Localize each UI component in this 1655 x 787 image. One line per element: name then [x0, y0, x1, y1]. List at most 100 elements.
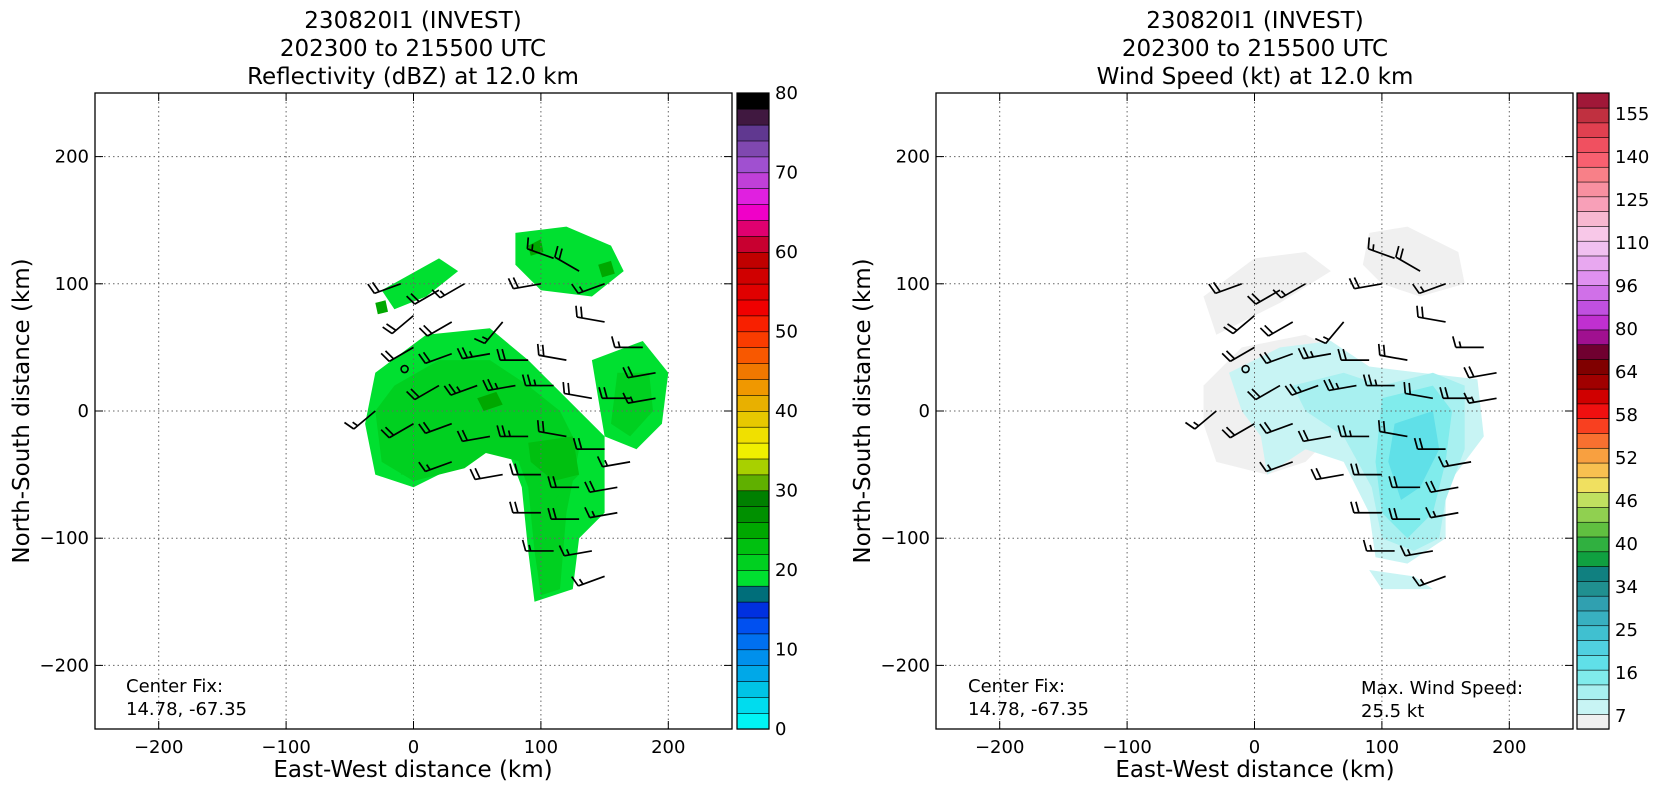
y-tick-label: 200	[55, 147, 89, 168]
data-area	[1388, 411, 1440, 500]
colorbar-tick-label: 60	[775, 242, 798, 263]
wind-barb-flag	[1259, 353, 1268, 364]
wind-barb-half-flag	[494, 382, 499, 390]
wind-barb-flag	[461, 429, 469, 441]
wind-barb-flag	[572, 437, 578, 450]
wind-barb-flag	[1403, 381, 1407, 394]
colorbar-tick-label: 46	[1615, 491, 1638, 512]
wind-barb-flag	[1413, 437, 1419, 450]
wind-barb-flag	[509, 463, 514, 475]
colorbar-segment	[736, 506, 770, 523]
wind-barb-half-flag	[481, 336, 489, 341]
wind-barb-flag	[1342, 425, 1347, 437]
colorbar-segment	[1576, 344, 1610, 360]
colorbar-segment	[736, 537, 770, 555]
colorbar-segment	[1576, 137, 1610, 153]
wind-barb-flag	[596, 456, 604, 468]
y-tick-label: 200	[896, 147, 930, 168]
colorbar-segment	[1576, 358, 1610, 375]
wind-barb-flag	[1221, 352, 1231, 363]
colorbar-segment	[736, 251, 770, 269]
colorbar-segment	[736, 442, 770, 460]
wind-barb-flag	[1223, 326, 1234, 335]
wind-barb-flag	[1212, 281, 1221, 293]
colorbar-segment	[1576, 388, 1610, 405]
x-tick-label: 0	[408, 737, 419, 758]
wind-barb-flag	[558, 545, 566, 557]
wind-barb-flag	[1337, 425, 1342, 437]
x-axis-ticks: −200 −100 0 100 200	[134, 93, 685, 758]
chart-title-line-1: 230820I1 (INVEST)	[1146, 8, 1363, 34]
y-tick-label: −100	[40, 528, 89, 549]
wind-barb-flag	[1289, 383, 1298, 394]
wind-barb-flag	[1297, 347, 1305, 359]
wind-barb-half-flag	[1309, 350, 1314, 358]
colorbar-segment	[1576, 506, 1610, 523]
wind-barb-flag	[410, 293, 420, 303]
wind-barb-flag	[1251, 293, 1261, 303]
wind-barb-half-flag	[456, 386, 461, 393]
max-wind-speed-value: 25.5 kt	[1361, 701, 1424, 722]
colorbar-segment	[736, 124, 770, 142]
wind-barb-flag	[1395, 245, 1400, 258]
colorbar-segment	[736, 394, 770, 412]
wind-barb-flag	[1251, 388, 1261, 398]
wind-barb-flag	[521, 374, 527, 386]
colorbar-tick-label: 50	[775, 322, 798, 343]
colorbar-tick-label: 7	[1615, 706, 1626, 727]
wind-barb-flag	[507, 277, 515, 290]
wind-barb-flag	[1350, 463, 1355, 475]
wind-barb-flag	[571, 283, 579, 294]
wind-barb-flag	[552, 476, 557, 488]
wind-barb-flag	[1348, 277, 1356, 290]
colorbar-segment	[1576, 639, 1610, 656]
wind-barb-flag	[1393, 507, 1398, 520]
wind-barb-half-flag	[565, 548, 570, 556]
center-fix-label: Center Fix:	[968, 676, 1065, 697]
wind-barb-flag	[622, 392, 629, 404]
colorbar-segment	[1576, 654, 1610, 671]
wind-barb-flag	[1399, 248, 1404, 260]
wind-barb-half-flag	[1266, 464, 1272, 471]
wind-barb-flag	[521, 539, 527, 552]
colorbar-tick-label: 16	[1615, 663, 1638, 684]
x-tick-label: 200	[651, 737, 685, 758]
colorbar-segment	[1576, 536, 1610, 553]
wind-barb-flag	[1353, 277, 1361, 289]
colorbar-segment	[736, 474, 770, 492]
wind-barb-flag	[541, 421, 545, 433]
data-area	[400, 391, 580, 500]
colorbar-segment	[736, 490, 770, 508]
colorbar-tick-label: 20	[775, 560, 798, 581]
wind-barb-flag	[448, 383, 457, 394]
colorbar-segment	[1576, 403, 1610, 419]
data-area	[611, 372, 653, 437]
wind-barb-flag	[474, 467, 481, 479]
wind-barb-flag	[1247, 390, 1257, 401]
x-tick-label: 100	[524, 737, 558, 758]
colorbar-segment	[1576, 551, 1610, 567]
colorbar-segment	[736, 283, 770, 301]
colorbar-segment	[1576, 107, 1610, 124]
colorbar-segment	[736, 665, 770, 682]
colorbar-segment	[1576, 122, 1610, 138]
wind-barb-flag	[1399, 545, 1407, 557]
colorbar-segment	[736, 140, 770, 158]
wind-barb-flag	[496, 425, 501, 437]
x-tick-label: −100	[261, 737, 310, 758]
wind-barb-half-flag	[528, 544, 532, 552]
colorbar-segment	[736, 156, 770, 174]
x-axis-ticks: −200 −100 0 100 200	[975, 93, 1526, 758]
wind-barb-flag	[558, 248, 563, 260]
wind-barb-flag	[1468, 366, 1475, 378]
wind-speed-colorbar: 7 16 25 34 40 46 52 58 64 80 96 110 125 140 155	[1576, 92, 1649, 730]
colorbar-segment	[1576, 255, 1610, 272]
colorbar-segment	[736, 331, 770, 349]
wind-barb-flag	[1377, 420, 1381, 432]
wind-barb-flag	[1421, 306, 1424, 319]
wind-barb-half-flag	[439, 290, 446, 296]
wind-barb-flag	[482, 379, 489, 391]
wind-barb-flag	[1388, 507, 1393, 520]
wind-barb-flag	[526, 237, 530, 249]
